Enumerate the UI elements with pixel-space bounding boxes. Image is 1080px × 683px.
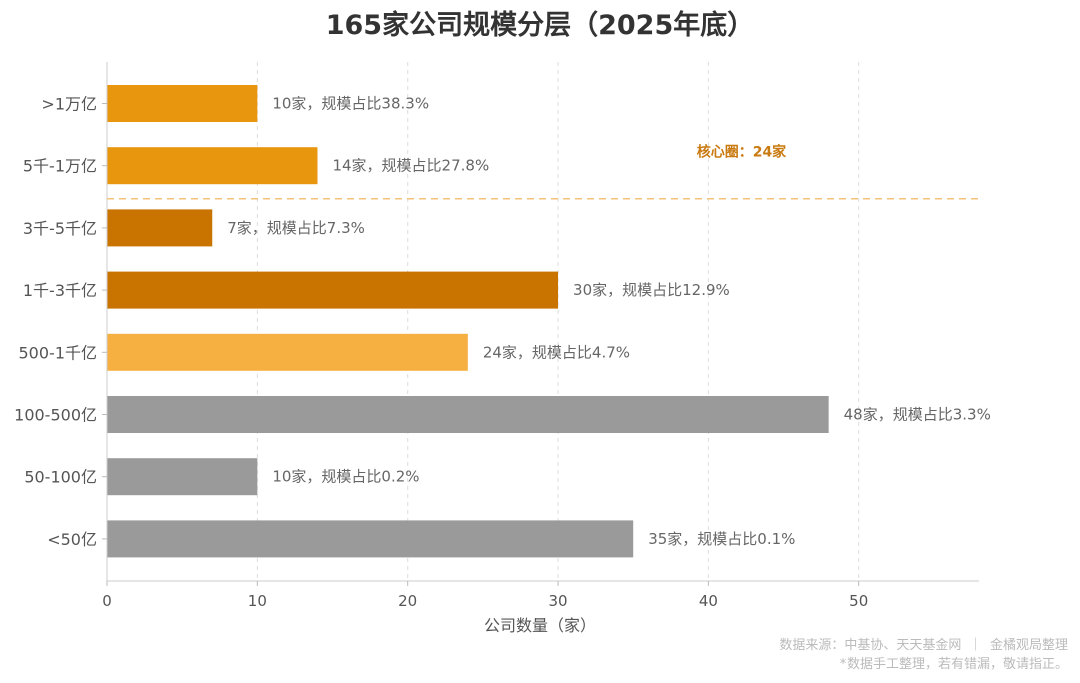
x-tick-label: 20: [398, 592, 417, 610]
source-line-1: 数据来源：中基协、天天基金网 ｜ 金橘观局整理: [779, 637, 1068, 653]
data-label: 10家，规模占比38.3%: [272, 95, 429, 113]
data-label: 30家，规模占比12.9%: [573, 281, 730, 299]
bars: [107, 85, 829, 558]
bar: [107, 520, 634, 558]
category-label: 5千-1万亿: [23, 157, 97, 176]
x-tick-label: 10: [248, 592, 267, 610]
data-label: 14家，规模占比27.8%: [332, 157, 489, 175]
category-label: 50-100亿: [24, 468, 97, 487]
bar: [107, 458, 258, 496]
bar: [107, 209, 213, 247]
data-label: 48家，规模占比3.3%: [844, 406, 991, 424]
category-label: 3千-5千亿: [23, 219, 97, 238]
chart-title: 165家公司规模分层（2025年底）: [326, 9, 755, 41]
x-ticks: 0 10 20 30 40 50: [102, 581, 868, 610]
category-labels: >1万亿 5千-1万亿 3千-5千亿 1千-3千亿 500-1千亿 100-500亿 50-…: [14, 95, 97, 549]
data-labels: 10家，规模占比38.3% 14家，规模占比27.8% 7家，规模占比7.3% 30家…: [227, 95, 991, 548]
data-label: 35家，规模占比0.1%: [648, 530, 795, 548]
bar: [107, 271, 559, 309]
category-label: >1万亿: [41, 95, 97, 114]
x-tick-label: 50: [849, 592, 868, 610]
bar: [107, 396, 829, 433]
bar: [107, 147, 318, 185]
source-line-2: *数据手工整理，若有错漏，敬请指正。: [839, 656, 1068, 672]
category-label: 1千-3千亿: [23, 281, 97, 300]
x-axis-label: 公司数量（家）: [484, 616, 596, 635]
bar: [107, 333, 468, 371]
core-annotation: 核心圈：24家: [697, 144, 787, 161]
x-tick-label: 0: [102, 592, 112, 610]
axes: [102, 62, 979, 582]
category-label: 500-1千亿: [19, 343, 98, 362]
data-label: 24家，规模占比4.7%: [483, 343, 630, 361]
bar: [107, 85, 258, 122]
data-label: 10家，规模占比0.2%: [272, 468, 419, 486]
grid: [256, 62, 860, 581]
category-label: <50亿: [47, 530, 97, 549]
x-tick-label: 40: [699, 592, 718, 610]
category-label: 100-500亿: [14, 406, 97, 425]
data-label: 7家，规模占比7.3%: [227, 219, 365, 237]
x-tick-label: 30: [548, 592, 567, 610]
